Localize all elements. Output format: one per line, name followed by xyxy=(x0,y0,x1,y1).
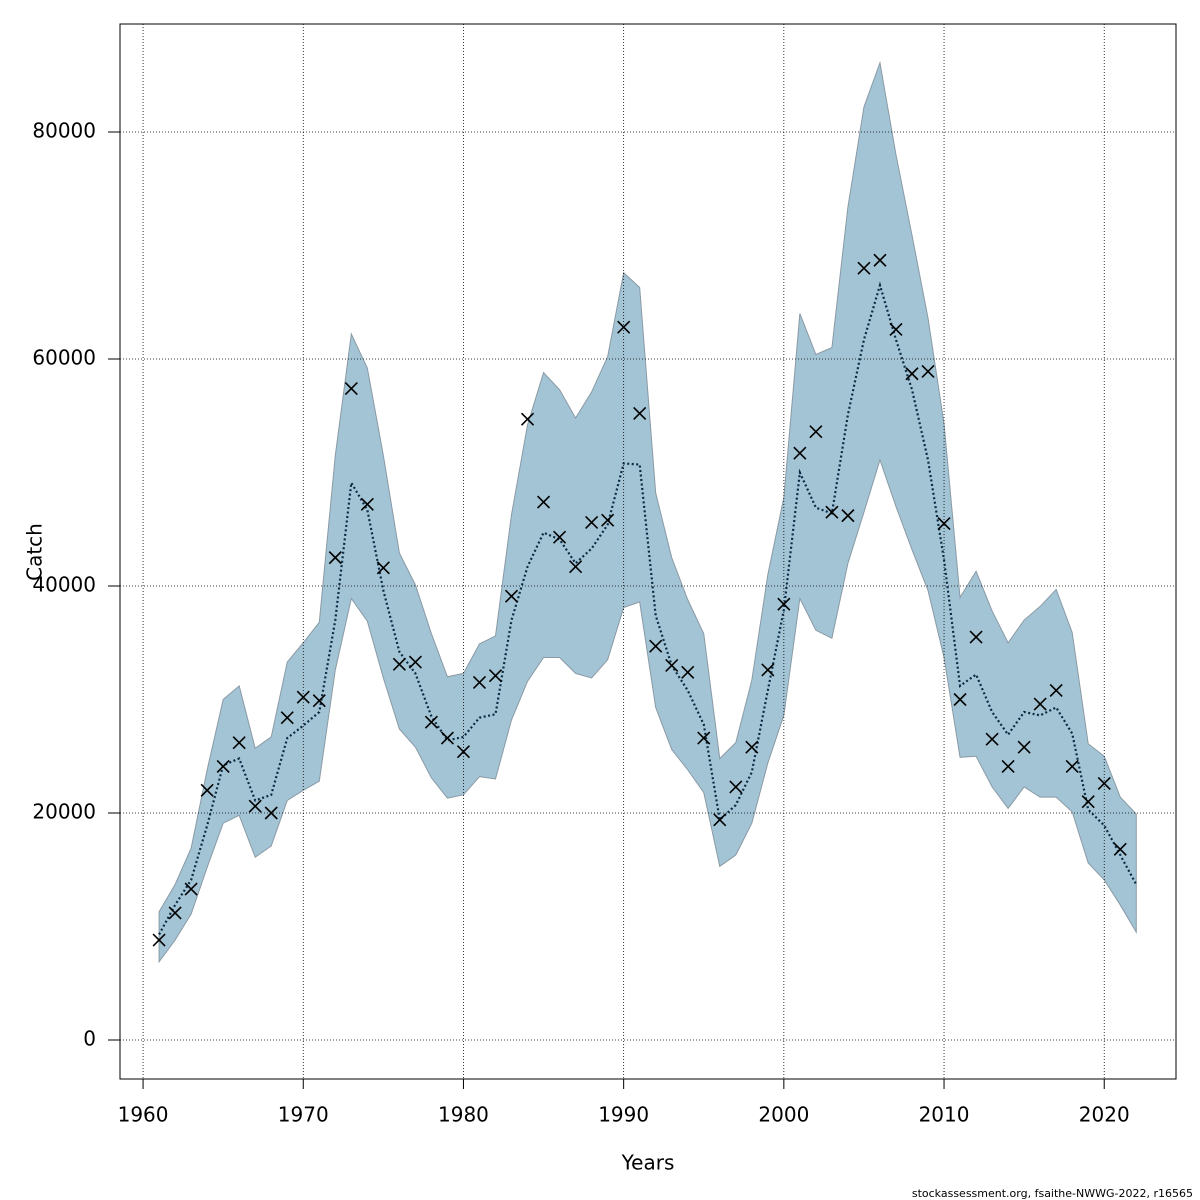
x-axis-label: Years xyxy=(621,1151,675,1175)
observed-marker xyxy=(585,515,599,530)
observed-marker xyxy=(713,813,727,827)
observed-marker xyxy=(536,495,551,509)
observed-marker xyxy=(985,732,999,746)
observed-marker xyxy=(937,517,951,531)
x-tick-label: 2000 xyxy=(758,1103,809,1127)
observed-marker xyxy=(969,630,983,644)
observed-marker xyxy=(873,253,887,267)
observed-marker xyxy=(264,806,278,820)
observed-marker xyxy=(777,597,791,611)
observed-marker xyxy=(809,425,823,439)
observed-marker xyxy=(200,783,214,797)
observed-marker xyxy=(360,497,374,511)
y-tick-label: 40000 xyxy=(32,572,96,596)
observed-marker xyxy=(1033,697,1047,711)
observed-marker xyxy=(216,759,230,774)
observed-marker xyxy=(1081,795,1095,809)
observed-marker xyxy=(1097,776,1111,791)
observed-marker xyxy=(921,364,935,379)
observed-marker xyxy=(841,509,855,523)
x-tick-label: 2020 xyxy=(1079,1103,1130,1127)
observed-marker xyxy=(456,745,471,759)
observed-marker xyxy=(665,658,679,673)
observed-marker xyxy=(857,261,871,275)
observed-marker xyxy=(152,933,166,947)
observed-marker xyxy=(729,780,743,794)
observed-marker xyxy=(1001,759,1015,774)
observed-marker xyxy=(488,669,503,683)
x-tick-label: 1960 xyxy=(118,1103,169,1127)
observed-marker xyxy=(681,665,695,679)
observed-marker xyxy=(248,799,262,813)
observed-marker xyxy=(601,513,615,527)
observed-marker xyxy=(1065,759,1079,774)
x-tick-label: 1980 xyxy=(438,1103,489,1127)
observed-marker xyxy=(1049,683,1063,697)
observed-marker xyxy=(953,692,967,707)
confidence-band xyxy=(158,60,1137,964)
observed-marker xyxy=(633,406,647,421)
x-tick-label: 1990 xyxy=(598,1103,649,1127)
observed-marker xyxy=(184,882,198,896)
y-tick-label: 60000 xyxy=(32,345,96,369)
observed-marker xyxy=(553,530,567,544)
observed-marker xyxy=(1113,842,1127,856)
y-tick-label: 20000 xyxy=(32,799,96,823)
observed-marker xyxy=(392,657,406,671)
observed-marker xyxy=(344,381,358,396)
observed-marker xyxy=(761,663,775,677)
observed-marker xyxy=(745,740,759,754)
observed-marker xyxy=(440,731,455,745)
y-tick-label: 80000 xyxy=(32,118,96,142)
y-axis-label: Catch xyxy=(23,523,47,581)
observed-marker xyxy=(697,731,711,745)
x-tick-label: 1970 xyxy=(278,1103,329,1127)
observed-marker xyxy=(408,655,422,669)
observed-marker xyxy=(424,715,438,729)
observed-marker xyxy=(520,412,535,426)
plot-frame xyxy=(119,23,1177,1080)
footer: stockassessment.org, fsaithe-NWWG-2022, … xyxy=(912,1187,1193,1200)
x-tick-label: 2010 xyxy=(919,1103,970,1127)
observed-marker xyxy=(617,320,631,334)
observed-marker xyxy=(825,505,839,519)
observed-marker xyxy=(889,322,903,337)
observed-marker xyxy=(232,736,246,750)
observed-marker xyxy=(296,690,310,704)
observed-marker xyxy=(328,551,342,565)
observed-marker xyxy=(793,446,807,460)
observed-marker xyxy=(569,560,583,574)
observed-marker xyxy=(168,906,182,920)
observed-marker xyxy=(280,711,294,725)
observed-marker xyxy=(376,561,390,575)
y-tick-label: 0 xyxy=(83,1027,96,1051)
observed-marker xyxy=(1017,740,1031,754)
observed-marker xyxy=(472,675,487,690)
observed-marker xyxy=(649,639,663,653)
observed-marker xyxy=(905,367,919,381)
observed-marker xyxy=(504,589,519,603)
observed-marker xyxy=(312,694,326,708)
